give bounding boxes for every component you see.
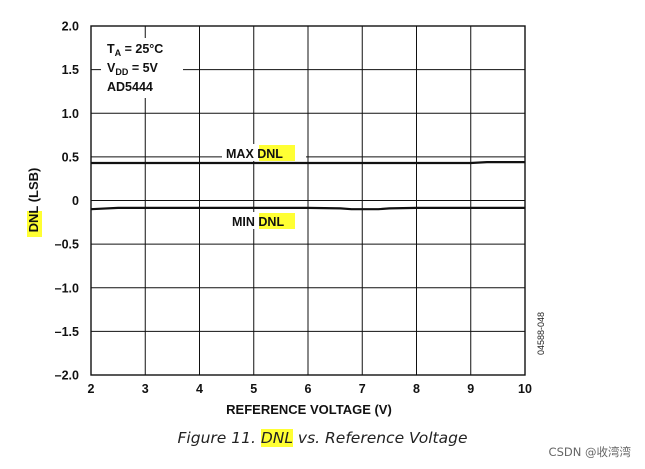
max-dnl-label: MAX DNL [226, 147, 283, 161]
min-dnl-label: MIN DNL [232, 215, 284, 229]
y-tick-label: –1.0 [55, 281, 79, 295]
y-tick-label: 1.0 [62, 107, 79, 121]
y-tick-labels: 2.0 1.5 1.0 0.5 0 –0.5 –1.0 –1.5 –2.0 [55, 20, 79, 383]
condition-temperature: TA = 25°C [107, 42, 163, 58]
caption-suffix: vs. Reference Voltage [293, 429, 468, 447]
y-axis-title: DNL (LSB) [26, 168, 42, 237]
condition-supply: VDD = 5V [107, 61, 159, 77]
watermark: CSDN @收湾湾 [548, 445, 631, 459]
x-axis-title: REFERENCE VOLTAGE (V) [226, 402, 392, 417]
y-tick-label: –1.5 [55, 325, 79, 339]
y-axis-title-highlight [27, 211, 42, 237]
caption-highlight: DNL [260, 429, 293, 447]
series-line-min-dnl [90, 206, 525, 211]
x-tick-label: 3 [142, 382, 149, 396]
y-tick-label: –0.5 [55, 238, 79, 252]
x-tick-label: 9 [467, 382, 474, 396]
min-label-highlight [259, 213, 295, 229]
condition-part: AD5444 [107, 80, 153, 94]
x-tick-label: 7 [359, 382, 366, 396]
x-tick-label: 10 [518, 382, 532, 396]
figure-caption: Figure 11. DNL vs. Reference Voltage [0, 429, 645, 447]
x-tick-label: 8 [413, 382, 420, 396]
x-tick-label: 6 [305, 382, 312, 396]
y-tick-label: 2.0 [62, 20, 79, 34]
x-tick-label: 2 [88, 382, 95, 396]
x-tick-label: 5 [250, 382, 257, 396]
plot-frame [90, 25, 526, 376]
grid-lines [91, 26, 525, 375]
x-tick-labels: 2 3 4 5 6 7 8 9 10 [88, 382, 532, 396]
y-tick-label: 0 [72, 194, 79, 208]
conditions-box [101, 38, 183, 98]
x-tick-label: 4 [196, 382, 203, 396]
y-tick-label: 0.5 [62, 150, 79, 164]
series-layer [90, 161, 525, 211]
y-tick-label: –2.0 [55, 369, 79, 383]
series-line-max-dnl [91, 161, 525, 165]
y-axis-title-text: DNL (LSB) [26, 168, 41, 233]
max-label-highlight [259, 145, 295, 161]
caption-prefix: Figure 11. [177, 429, 261, 447]
figure-code: 04588-048 [536, 312, 546, 355]
y-tick-label: 1.5 [62, 63, 79, 77]
